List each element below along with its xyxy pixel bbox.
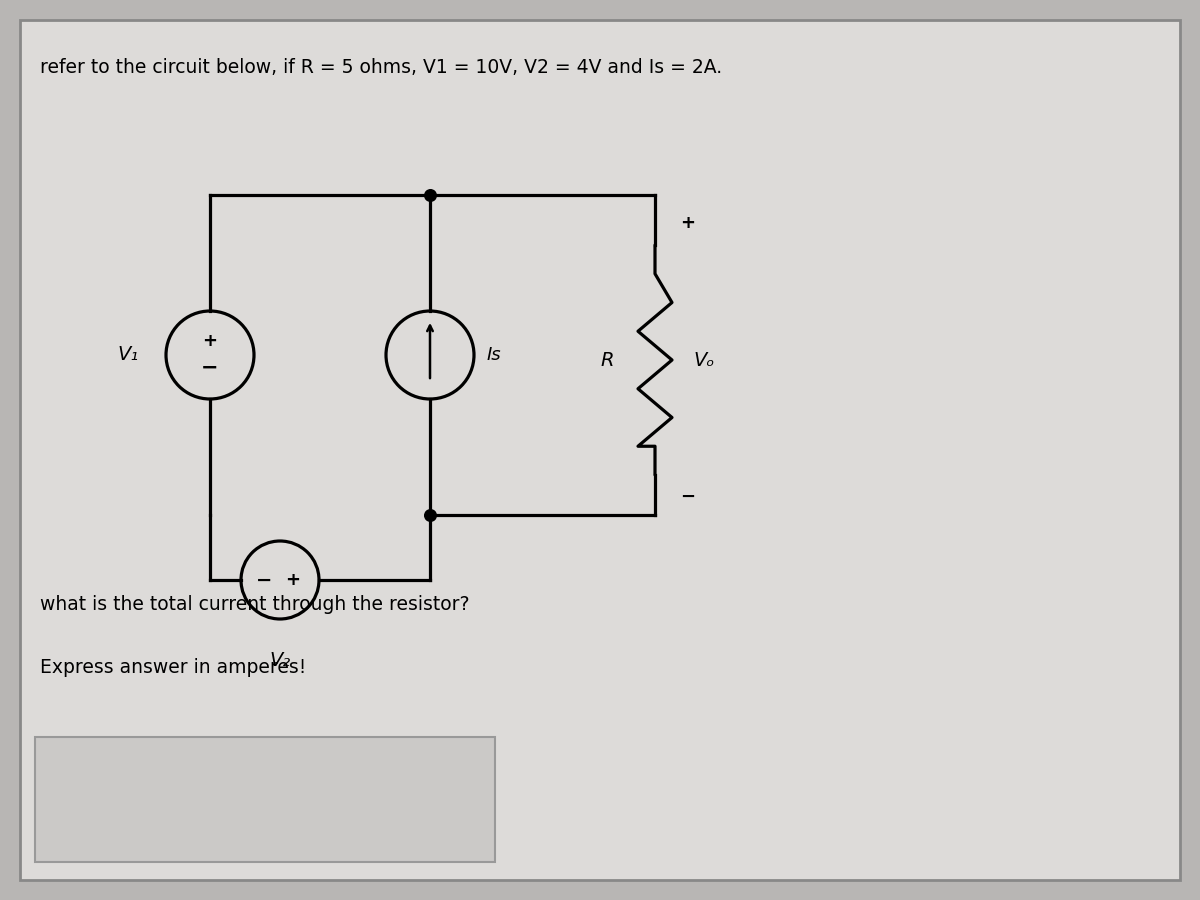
Point xyxy=(420,508,439,522)
Text: −: − xyxy=(202,358,218,378)
Point xyxy=(420,188,439,202)
Text: +: + xyxy=(286,571,300,589)
Text: +: + xyxy=(203,332,217,350)
Text: −: − xyxy=(256,571,272,590)
Text: Vₒ: Vₒ xyxy=(694,350,714,370)
Text: +: + xyxy=(680,214,696,232)
Bar xyxy=(35,737,494,862)
Text: Is: Is xyxy=(487,346,502,364)
Text: −: − xyxy=(680,488,696,506)
Text: R: R xyxy=(600,350,613,370)
Text: what is the total current through the resistor?: what is the total current through the re… xyxy=(40,595,469,614)
Text: Express answer in amperes!: Express answer in amperes! xyxy=(40,658,306,677)
Text: V₂: V₂ xyxy=(269,651,290,670)
Text: V₁: V₁ xyxy=(118,346,139,365)
Text: refer to the circuit below, if R = 5 ohms, V1 = 10V, V2 = 4V and Is = 2A.: refer to the circuit below, if R = 5 ohm… xyxy=(40,58,722,77)
